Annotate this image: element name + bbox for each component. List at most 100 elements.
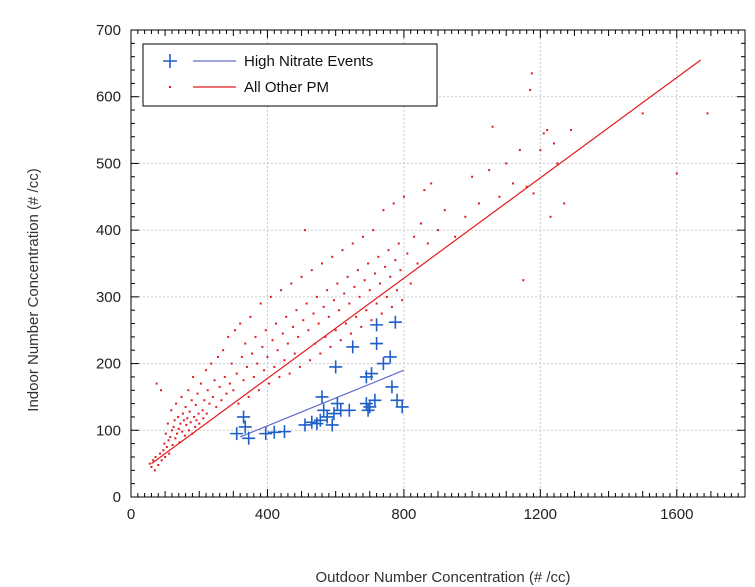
point-high-nitrate bbox=[368, 393, 382, 407]
point-all-other-pm bbox=[522, 279, 525, 282]
point-high-nitrate bbox=[376, 357, 390, 371]
point-all-other-pm bbox=[346, 275, 349, 278]
point-all-other-pm bbox=[326, 289, 329, 292]
point-high-nitrate bbox=[370, 318, 384, 332]
fit-line-series-1 bbox=[151, 59, 702, 465]
point-all-other-pm bbox=[154, 455, 157, 458]
point-all-other-pm bbox=[498, 195, 501, 198]
legend-marker-high-nitrate bbox=[163, 54, 177, 68]
point-all-other-pm bbox=[150, 465, 153, 468]
point-all-other-pm bbox=[189, 421, 192, 424]
point-high-nitrate bbox=[361, 403, 375, 417]
point-all-other-pm bbox=[281, 332, 284, 335]
point-all-other-pm bbox=[641, 112, 644, 115]
point-all-other-pm bbox=[384, 265, 387, 268]
point-all-other-pm bbox=[309, 359, 312, 362]
data-points bbox=[148, 72, 709, 472]
point-all-other-pm bbox=[332, 299, 335, 302]
point-all-other-pm bbox=[437, 229, 439, 232]
point-all-other-pm bbox=[341, 249, 344, 252]
point-all-other-pm bbox=[235, 372, 238, 375]
y-tick-label: 700 bbox=[96, 22, 121, 39]
grid bbox=[131, 29, 745, 497]
point-all-other-pm bbox=[177, 427, 180, 430]
point-all-other-pm bbox=[168, 452, 171, 455]
point-all-other-pm bbox=[348, 302, 351, 305]
point-all-other-pm bbox=[471, 175, 474, 178]
point-all-other-pm bbox=[343, 292, 346, 295]
point-all-other-pm bbox=[251, 352, 254, 355]
y-tick-label: 0 bbox=[113, 489, 121, 506]
point-all-other-pm bbox=[166, 422, 169, 425]
point-all-other-pm bbox=[242, 379, 245, 382]
point-all-other-pm bbox=[385, 295, 388, 298]
point-all-other-pm bbox=[274, 322, 277, 325]
point-high-nitrate bbox=[342, 403, 356, 417]
point-all-other-pm bbox=[518, 149, 521, 152]
point-all-other-pm bbox=[397, 242, 400, 245]
point-all-other-pm bbox=[187, 429, 190, 432]
point-high-nitrate bbox=[259, 427, 273, 441]
point-all-other-pm bbox=[356, 269, 359, 272]
point-all-other-pm bbox=[409, 282, 412, 285]
point-all-other-pm bbox=[419, 222, 422, 225]
point-all-other-pm bbox=[177, 415, 180, 418]
point-all-other-pm bbox=[406, 252, 409, 255]
point-all-other-pm bbox=[413, 235, 416, 238]
point-all-other-pm bbox=[155, 382, 158, 385]
legend: High Nitrate Events All Other PM bbox=[142, 43, 438, 107]
point-all-other-pm bbox=[570, 129, 573, 132]
point-all-other-pm bbox=[170, 409, 173, 412]
fit-line-series-0 bbox=[239, 369, 405, 438]
point-all-other-pm bbox=[160, 459, 163, 462]
point-all-other-pm bbox=[546, 129, 549, 132]
point-all-other-pm bbox=[379, 282, 382, 285]
point-all-other-pm bbox=[218, 385, 221, 388]
point-all-other-pm bbox=[312, 312, 315, 315]
axis-ticks bbox=[130, 29, 746, 498]
point-all-other-pm bbox=[382, 209, 385, 212]
point-all-other-pm bbox=[230, 362, 233, 365]
point-all-other-pm bbox=[372, 229, 375, 232]
point-high-nitrate bbox=[364, 367, 378, 381]
point-all-other-pm bbox=[321, 262, 324, 265]
point-all-other-pm bbox=[525, 185, 528, 188]
point-all-other-pm bbox=[197, 412, 200, 415]
point-all-other-pm bbox=[302, 319, 305, 322]
fit-lines bbox=[151, 59, 702, 465]
y-tick-label: 300 bbox=[96, 289, 121, 306]
point-all-other-pm bbox=[355, 315, 358, 318]
point-all-other-pm bbox=[173, 419, 176, 422]
point-all-other-pm bbox=[454, 235, 457, 238]
point-all-other-pm bbox=[273, 365, 276, 368]
legend-label-all-other-pm: All Other PM bbox=[244, 79, 329, 96]
point-all-other-pm bbox=[339, 339, 342, 342]
point-all-other-pm bbox=[261, 345, 264, 348]
point-all-other-pm bbox=[232, 389, 235, 392]
point-all-other-pm bbox=[220, 399, 223, 402]
point-all-other-pm bbox=[280, 289, 283, 292]
point-all-other-pm bbox=[263, 369, 266, 372]
point-all-other-pm bbox=[314, 342, 317, 345]
point-all-other-pm bbox=[216, 355, 219, 358]
point-all-other-pm bbox=[210, 362, 213, 365]
point-high-nitrate bbox=[230, 427, 244, 441]
point-high-nitrate bbox=[363, 400, 377, 414]
point-all-other-pm bbox=[164, 432, 167, 435]
point-all-other-pm bbox=[192, 375, 195, 378]
point-all-other-pm bbox=[247, 395, 250, 398]
point-all-other-pm bbox=[351, 242, 354, 245]
point-all-other-pm bbox=[706, 112, 709, 115]
point-all-other-pm bbox=[182, 419, 185, 422]
point-all-other-pm bbox=[202, 417, 205, 420]
point-high-nitrate bbox=[237, 410, 251, 424]
point-all-other-pm bbox=[163, 442, 166, 445]
point-all-other-pm bbox=[396, 289, 399, 292]
point-all-other-pm bbox=[361, 235, 364, 238]
point-all-other-pm bbox=[367, 262, 370, 265]
point-all-other-pm bbox=[196, 392, 199, 395]
point-all-other-pm bbox=[249, 315, 252, 318]
point-high-nitrate bbox=[242, 431, 256, 445]
point-all-other-pm bbox=[191, 432, 194, 435]
point-high-nitrate bbox=[346, 340, 360, 354]
